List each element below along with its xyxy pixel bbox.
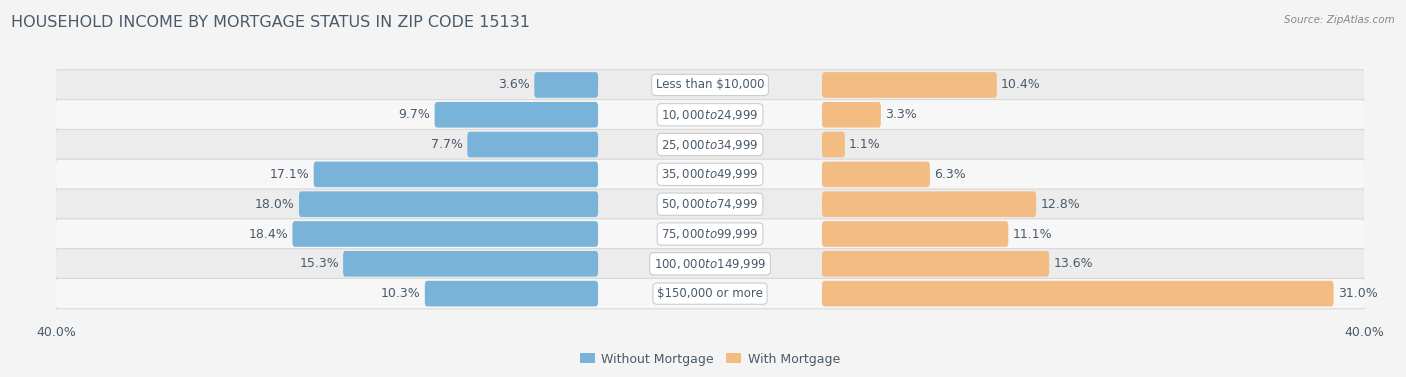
FancyBboxPatch shape <box>534 72 598 98</box>
Text: 31.0%: 31.0% <box>1337 287 1378 300</box>
Legend: Without Mortgage, With Mortgage: Without Mortgage, With Mortgage <box>575 348 845 371</box>
FancyBboxPatch shape <box>823 251 1049 277</box>
Text: $35,000 to $49,999: $35,000 to $49,999 <box>661 167 759 181</box>
FancyBboxPatch shape <box>55 100 1365 130</box>
Text: $50,000 to $74,999: $50,000 to $74,999 <box>661 197 759 211</box>
FancyBboxPatch shape <box>823 162 929 187</box>
FancyBboxPatch shape <box>292 221 598 247</box>
Text: 6.3%: 6.3% <box>934 168 966 181</box>
Text: 18.0%: 18.0% <box>254 198 295 211</box>
FancyBboxPatch shape <box>343 251 598 277</box>
FancyBboxPatch shape <box>55 70 1365 100</box>
FancyBboxPatch shape <box>314 162 598 187</box>
Text: 15.3%: 15.3% <box>299 257 339 270</box>
Text: 11.1%: 11.1% <box>1012 227 1052 241</box>
FancyBboxPatch shape <box>434 102 598 127</box>
FancyBboxPatch shape <box>823 102 880 127</box>
Text: 10.4%: 10.4% <box>1001 78 1040 92</box>
Text: 17.1%: 17.1% <box>270 168 309 181</box>
Text: 9.7%: 9.7% <box>399 108 430 121</box>
FancyBboxPatch shape <box>823 192 1036 217</box>
FancyBboxPatch shape <box>55 129 1365 160</box>
FancyBboxPatch shape <box>55 219 1365 249</box>
Text: $10,000 to $24,999: $10,000 to $24,999 <box>661 108 759 122</box>
Text: HOUSEHOLD INCOME BY MORTGAGE STATUS IN ZIP CODE 15131: HOUSEHOLD INCOME BY MORTGAGE STATUS IN Z… <box>11 15 530 30</box>
FancyBboxPatch shape <box>299 192 598 217</box>
FancyBboxPatch shape <box>823 221 1008 247</box>
FancyBboxPatch shape <box>55 189 1365 219</box>
Text: 3.3%: 3.3% <box>884 108 917 121</box>
Text: 1.1%: 1.1% <box>849 138 880 151</box>
Text: Less than $10,000: Less than $10,000 <box>655 78 765 92</box>
FancyBboxPatch shape <box>55 159 1365 190</box>
FancyBboxPatch shape <box>425 281 598 307</box>
Text: 18.4%: 18.4% <box>249 227 288 241</box>
FancyBboxPatch shape <box>823 281 1333 307</box>
Text: $75,000 to $99,999: $75,000 to $99,999 <box>661 227 759 241</box>
Text: Source: ZipAtlas.com: Source: ZipAtlas.com <box>1284 15 1395 25</box>
FancyBboxPatch shape <box>823 72 997 98</box>
FancyBboxPatch shape <box>467 132 598 157</box>
Text: $100,000 to $149,999: $100,000 to $149,999 <box>654 257 766 271</box>
FancyBboxPatch shape <box>823 132 845 157</box>
Text: 10.3%: 10.3% <box>381 287 420 300</box>
Text: 12.8%: 12.8% <box>1040 198 1080 211</box>
Text: $150,000 or more: $150,000 or more <box>657 287 763 300</box>
FancyBboxPatch shape <box>55 279 1365 309</box>
Text: 13.6%: 13.6% <box>1053 257 1092 270</box>
Text: 3.6%: 3.6% <box>499 78 530 92</box>
FancyBboxPatch shape <box>55 248 1365 279</box>
Text: 7.7%: 7.7% <box>432 138 463 151</box>
Text: $25,000 to $34,999: $25,000 to $34,999 <box>661 138 759 152</box>
